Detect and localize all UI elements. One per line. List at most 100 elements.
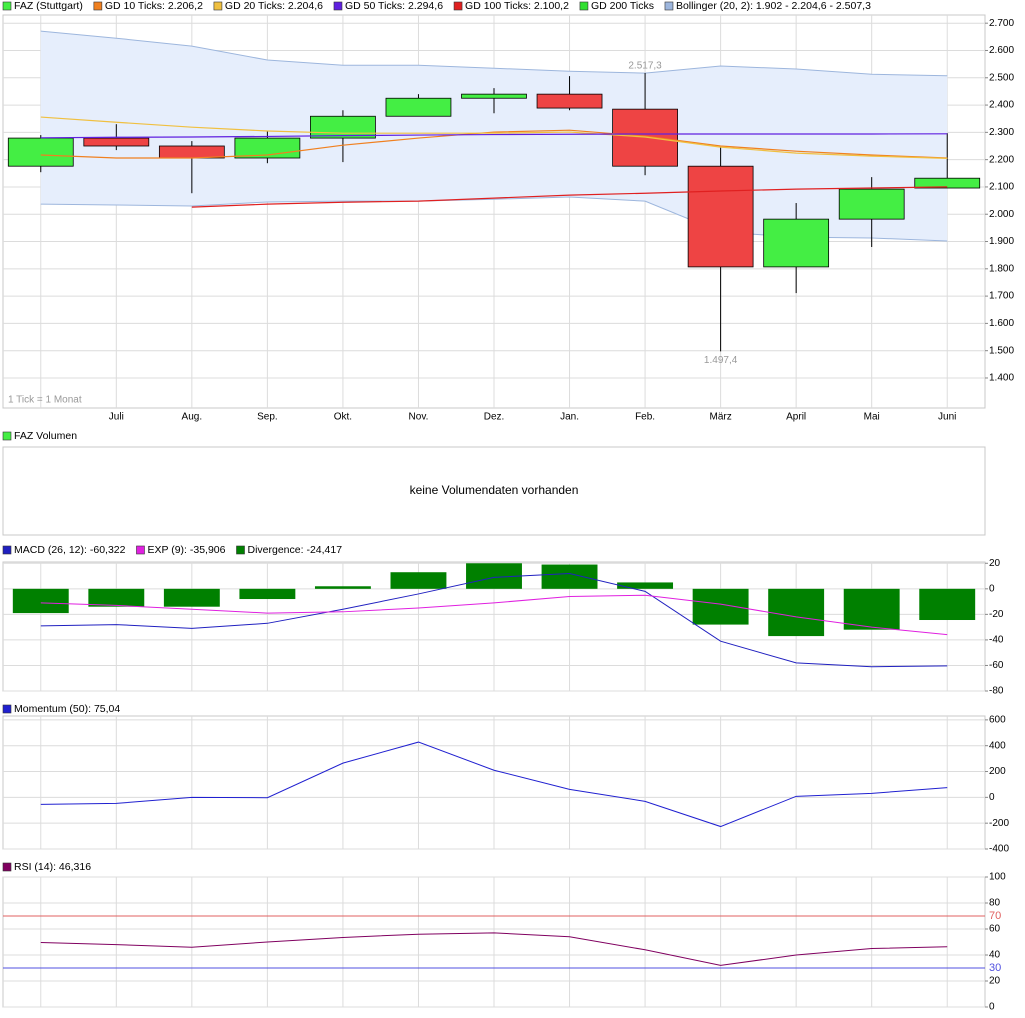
legend-label: MACD (26, 12): -60,322 — [14, 544, 126, 556]
divergence-bar — [390, 572, 447, 589]
x-tick-label: Mai — [864, 412, 880, 423]
x-tick-label: Jan. — [560, 412, 579, 423]
legend-swatch — [664, 1, 674, 11]
y-tick-label: 2.400 — [989, 100, 1014, 111]
y-tick-label: 60 — [989, 924, 1001, 935]
divergence-bar — [768, 588, 825, 637]
y-tick-label: 2.100 — [989, 182, 1014, 193]
x-tick-label: Feb. — [635, 412, 655, 423]
y-tick-label: 400 — [989, 740, 1006, 751]
moving-average — [40, 116, 948, 159]
legend-swatch — [213, 1, 223, 11]
x-tick-label: April — [786, 412, 806, 423]
legend-swatch — [579, 1, 589, 11]
candle-body — [385, 97, 452, 117]
legend-swatch — [2, 545, 12, 555]
legend-swatch — [236, 545, 245, 555]
note: 1 Tick = 1 Monat — [8, 395, 82, 406]
candle-body — [83, 137, 150, 147]
y-tick-label: 200 — [989, 766, 1006, 777]
candle-body — [687, 165, 754, 268]
no-data-message: keine Volumendaten vorhanden — [410, 483, 579, 497]
divergence-bar — [88, 588, 145, 607]
legend-swatch — [2, 431, 12, 441]
legend-swatch — [2, 1, 12, 11]
y-tick-label: 1.600 — [989, 318, 1014, 329]
divergence-bar — [843, 588, 900, 630]
y-tick-label: 2.000 — [989, 209, 1014, 220]
legend-label: GD 100 Ticks: 2.100,2 — [465, 0, 569, 12]
y-tick-label: 1.500 — [989, 345, 1014, 356]
y-tick-label: 1.800 — [989, 263, 1014, 274]
x-tick-label: März — [709, 412, 731, 423]
divergence-bar — [163, 588, 220, 607]
y-tick-label: 20 — [989, 976, 1001, 987]
reference-label: 70 — [989, 910, 1001, 922]
y-tick-label: 100 — [989, 872, 1006, 883]
indicator-line — [40, 741, 948, 828]
legend-swatch — [453, 1, 463, 11]
legend-label: Divergence: -24,417 — [248, 544, 343, 556]
x-tick-label: Nov. — [409, 412, 429, 423]
legend-label: Momentum (50): 75,04 — [14, 703, 120, 715]
x-tick-label: Juni — [938, 412, 956, 423]
legend-label: GD 20 Ticks: 2.204,6 — [225, 0, 323, 12]
indicator-line — [40, 932, 948, 966]
indicator-line — [40, 594, 948, 636]
y-tick-label: 600 — [989, 715, 1006, 726]
legend-label: FAZ Volumen — [14, 430, 77, 442]
legend-label: Bollinger (20, 2): 1.902 - 2.204,6 - 2.5… — [676, 0, 871, 12]
y-tick-label: 1.400 — [989, 373, 1014, 384]
divergence-bar — [919, 588, 976, 621]
y-tick-label: 80 — [989, 898, 1001, 909]
y-tick-label: -80 — [989, 686, 1004, 697]
legend-label: GD 200 Ticks — [591, 0, 654, 12]
panel-frame — [2, 446, 986, 536]
legend-label: EXP (9): -35,906 — [147, 544, 225, 556]
y-tick-label: 1.700 — [989, 291, 1014, 302]
legend-label: RSI (14): 46,316 — [14, 861, 91, 873]
y-tick-label: 2.600 — [989, 45, 1014, 56]
reference-label-bg — [987, 963, 1003, 973]
moving-average — [191, 186, 948, 208]
divergence-bar — [541, 564, 598, 589]
legend-label: GD 10 Ticks: 2.206,2 — [105, 0, 203, 12]
divergence-bar — [314, 586, 371, 589]
y-tick-label: 0 — [989, 1002, 995, 1013]
x-tick-label: Okt. — [334, 412, 352, 423]
legend-swatch — [2, 704, 12, 714]
x-tick-label: Juli — [109, 412, 124, 423]
y-tick-label: 2.300 — [989, 127, 1014, 138]
y-tick-label: 1.900 — [989, 236, 1014, 247]
moving-average — [40, 133, 948, 139]
low-label: 1.497,4 — [704, 355, 738, 366]
legend-swatch — [93, 1, 103, 11]
divergence-bar — [617, 582, 674, 589]
candle-body — [763, 218, 830, 268]
y-tick-label: -60 — [989, 660, 1004, 671]
divergence-bar — [692, 588, 749, 625]
candle-body — [158, 145, 225, 159]
x-tick-label: Sep. — [257, 412, 278, 423]
candle-body — [310, 115, 376, 139]
y-tick-label: 40 — [989, 950, 1001, 961]
indicator-line — [40, 572, 948, 668]
candle-body — [536, 93, 603, 109]
legend-swatch — [136, 545, 145, 555]
y-tick-label: -400 — [989, 844, 1009, 855]
y-tick-label: -200 — [989, 818, 1009, 829]
candle-body — [7, 137, 74, 167]
legend-swatch — [333, 1, 343, 11]
x-tick-label: Dez. — [484, 412, 505, 423]
divergence-bar — [239, 588, 296, 600]
high-label: 2.517,3 — [628, 61, 662, 72]
candle-body — [612, 108, 678, 167]
x-tick-label: Aug. — [182, 412, 203, 423]
y-tick-label: 2.500 — [989, 72, 1014, 83]
y-tick-label: 20 — [989, 558, 1001, 569]
y-tick-label: 0 — [989, 792, 995, 803]
y-tick-label: 0 — [989, 583, 995, 594]
candle-body — [838, 188, 905, 220]
